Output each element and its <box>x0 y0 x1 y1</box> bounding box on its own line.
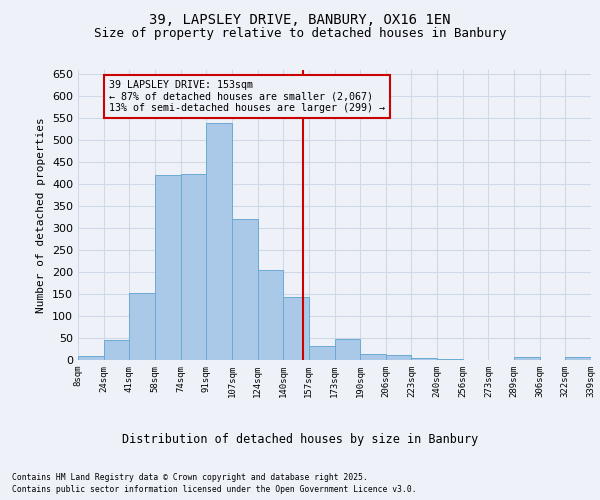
Text: Contains public sector information licensed under the Open Government Licence v3: Contains public sector information licen… <box>12 485 416 494</box>
Text: Distribution of detached houses by size in Banbury: Distribution of detached houses by size … <box>122 432 478 446</box>
Bar <box>360 354 386 360</box>
Bar <box>78 356 104 360</box>
Bar <box>130 293 155 360</box>
Text: Size of property relative to detached houses in Banbury: Size of property relative to detached ho… <box>94 28 506 40</box>
Bar <box>412 358 437 360</box>
Bar <box>206 122 232 360</box>
Bar <box>437 358 463 360</box>
Text: 39 LAPSLEY DRIVE: 153sqm
← 87% of detached houses are smaller (2,067)
13% of sem: 39 LAPSLEY DRIVE: 153sqm ← 87% of detach… <box>109 80 385 113</box>
Bar <box>309 346 335 360</box>
Bar <box>283 297 309 360</box>
Bar <box>514 358 540 360</box>
Bar <box>155 174 181 360</box>
Text: 39, LAPSLEY DRIVE, BANBURY, OX16 1EN: 39, LAPSLEY DRIVE, BANBURY, OX16 1EN <box>149 12 451 26</box>
Text: Contains HM Land Registry data © Crown copyright and database right 2025.: Contains HM Land Registry data © Crown c… <box>12 472 368 482</box>
Y-axis label: Number of detached properties: Number of detached properties <box>37 117 46 313</box>
Bar <box>104 340 130 360</box>
Bar <box>386 355 412 360</box>
Bar <box>232 218 257 360</box>
Bar <box>181 174 206 360</box>
Bar <box>257 270 283 360</box>
Bar <box>565 358 591 360</box>
Bar <box>335 339 360 360</box>
